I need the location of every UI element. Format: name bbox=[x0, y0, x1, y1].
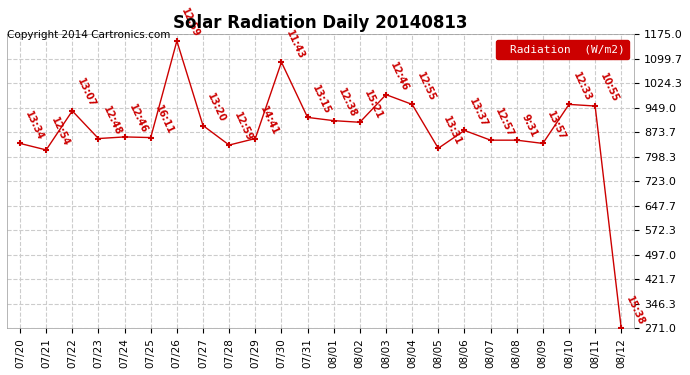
Text: 12:55: 12:55 bbox=[415, 70, 437, 103]
Text: 12:38: 12:38 bbox=[336, 87, 359, 119]
Text: 12:46: 12:46 bbox=[127, 103, 149, 135]
Legend: Radiation  (W/m2): Radiation (W/m2) bbox=[496, 40, 629, 59]
Text: 12:59: 12:59 bbox=[179, 7, 201, 39]
Text: 13:07: 13:07 bbox=[75, 77, 97, 109]
Text: 9:31: 9:31 bbox=[520, 112, 539, 138]
Text: 13:15: 13:15 bbox=[310, 84, 333, 116]
Text: 14:41: 14:41 bbox=[258, 105, 280, 137]
Text: 12:54: 12:54 bbox=[49, 116, 71, 148]
Text: 12:48: 12:48 bbox=[101, 105, 124, 137]
Text: 13:31: 13:31 bbox=[441, 114, 463, 147]
Text: 10:55: 10:55 bbox=[598, 72, 620, 104]
Text: 16:11: 16:11 bbox=[153, 104, 175, 136]
Text: 12:59: 12:59 bbox=[232, 111, 254, 143]
Text: 12:33: 12:33 bbox=[571, 70, 594, 103]
Title: Solar Radiation Daily 20140813: Solar Radiation Daily 20140813 bbox=[173, 13, 468, 32]
Text: 15:21: 15:21 bbox=[362, 88, 384, 121]
Text: 12:57: 12:57 bbox=[493, 106, 515, 138]
Text: 11:43: 11:43 bbox=[284, 28, 306, 60]
Text: 13:57: 13:57 bbox=[546, 110, 568, 142]
Text: 12:46: 12:46 bbox=[388, 61, 411, 93]
Text: 13:34: 13:34 bbox=[23, 110, 45, 142]
Text: 15:38: 15:38 bbox=[624, 294, 646, 327]
Text: 13:37: 13:37 bbox=[467, 96, 489, 129]
Text: Copyright 2014 Cartronics.com: Copyright 2014 Cartronics.com bbox=[7, 30, 170, 40]
Text: 13:20: 13:20 bbox=[206, 92, 228, 124]
